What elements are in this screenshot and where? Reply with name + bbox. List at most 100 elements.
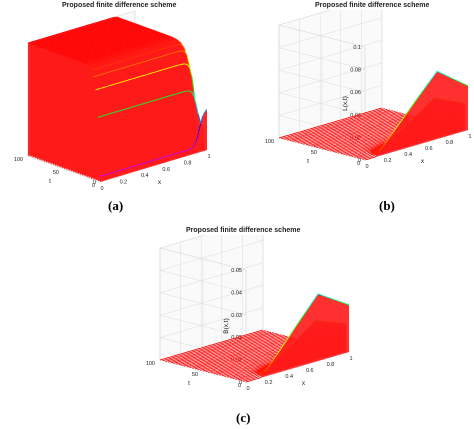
surface-line [109,56,113,59]
surface-line [165,360,168,362]
surface-line [145,37,149,40]
surface-line [209,368,212,370]
surface-line [250,351,253,354]
surface-line [235,359,238,361]
surface-line [370,145,373,147]
surface-line [43,46,46,48]
surface-line [186,55,191,66]
surface-line [29,41,33,43]
surface-line [243,343,247,345]
surface-line [278,336,281,338]
surface-line [332,136,335,138]
surface-line [397,119,400,122]
surface-line [362,119,365,122]
surface-line [202,111,206,117]
surface-line [258,358,261,360]
surface-line [87,44,90,47]
surface-line [210,366,213,368]
surface-line [84,42,88,45]
surface-line [333,128,336,130]
surface-line [181,91,184,93]
surface-line [100,42,103,45]
surface-line [137,48,141,51]
surface-line [165,46,169,49]
surface-line [262,365,265,367]
surface-line [125,107,128,110]
surface-line [146,73,150,75]
surface-line [194,362,197,364]
surface-line [366,143,370,146]
surface-line [52,46,55,49]
surface-line [355,144,358,146]
surface-line [90,24,93,27]
surface-line [204,359,207,361]
surface-line [65,41,68,43]
surface-line [344,141,347,143]
surface-line [126,49,130,52]
surface-line [86,40,90,43]
surface-line [336,149,340,152]
surface-line [339,120,342,123]
surface-line [375,146,378,148]
surface-line [233,341,237,344]
surface-line [264,331,267,334]
surface-line [244,363,247,366]
surface-line [84,41,88,43]
surface-line [208,362,211,364]
surface-line [354,128,357,130]
surface-line [248,343,252,345]
surface-line [202,359,205,362]
surface-line [129,24,132,27]
surface-line [317,125,321,128]
surface-line [390,120,394,123]
surface-line [293,132,296,135]
surface-line [280,340,283,342]
surface-line [128,37,131,39]
surface-line [354,117,357,120]
surface-line [148,72,152,75]
surface-line [68,34,72,36]
surface-line [130,42,134,44]
surface-line [231,376,235,378]
surface-line [218,349,221,351]
surface-line [86,60,89,62]
surface-line [101,34,105,37]
surface-line [382,108,385,110]
surface-line [152,46,156,49]
surface-line [227,376,230,378]
surface-line [269,357,273,360]
surface-line [349,145,352,148]
surface-line [374,125,377,127]
surface-line [348,121,352,123]
surface-line [228,349,231,351]
surface-line [50,50,53,52]
surface-line [238,375,241,378]
surface-line [351,127,355,129]
surface-line [387,124,391,126]
surface-line [399,113,402,116]
surface-line [53,37,57,39]
surface-line [266,363,269,366]
surface-line [109,17,112,20]
surface-line [84,44,88,46]
surface-line [98,56,102,59]
surface-line [91,39,94,41]
surface-line [207,361,211,363]
surface-line [120,27,124,30]
surface-line [335,122,338,124]
surface-line [371,152,375,155]
surface-line [345,129,349,131]
surface-line [401,113,404,115]
surface-line [87,55,91,57]
surface-line [172,356,176,359]
surface-line [71,40,74,43]
surface-line [152,37,155,39]
surface-line [197,362,200,365]
surface-line [351,131,355,134]
surface-line [99,29,102,32]
surface-line [292,140,295,142]
surface-line [309,127,313,130]
surface-line [395,116,399,118]
surface-line [378,142,381,145]
surface-line [359,113,362,116]
